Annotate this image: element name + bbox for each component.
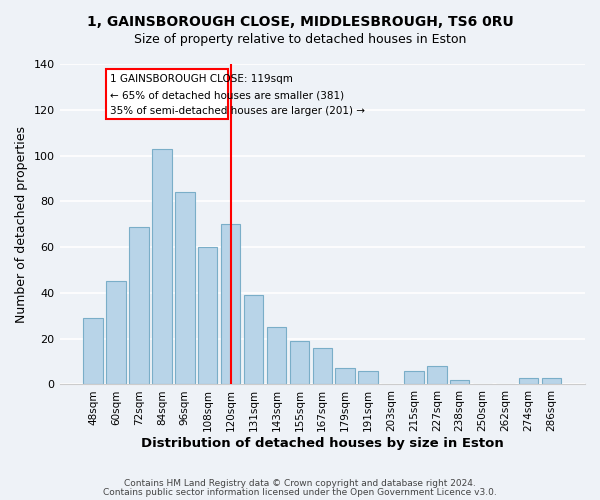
Bar [221,224,241,384]
Text: Size of property relative to detached houses in Eston: Size of property relative to detached ho… [134,32,466,46]
Bar [404,370,424,384]
Text: 1 GAINSBOROUGH CLOSE: 119sqm: 1 GAINSBOROUGH CLOSE: 119sqm [110,74,293,85]
Y-axis label: Number of detached properties: Number of detached properties [15,126,28,322]
Bar [427,366,446,384]
Bar [290,341,309,384]
Bar [450,380,469,384]
X-axis label: Distribution of detached houses by size in Eston: Distribution of detached houses by size … [141,437,503,450]
Bar [198,247,217,384]
Bar [106,68,229,119]
Text: 35% of semi-detached houses are larger (201) →: 35% of semi-detached houses are larger (… [110,106,365,117]
Bar [152,148,172,384]
Bar [519,378,538,384]
Bar [267,327,286,384]
Text: Contains HM Land Registry data © Crown copyright and database right 2024.: Contains HM Land Registry data © Crown c… [124,478,476,488]
Text: 1, GAINSBOROUGH CLOSE, MIDDLESBROUGH, TS6 0RU: 1, GAINSBOROUGH CLOSE, MIDDLESBROUGH, TS… [86,15,514,29]
Bar [129,226,149,384]
Bar [175,192,194,384]
Bar [313,348,332,385]
Bar [335,368,355,384]
Bar [542,378,561,384]
Text: ← 65% of detached houses are smaller (381): ← 65% of detached houses are smaller (38… [110,90,344,101]
Text: Contains public sector information licensed under the Open Government Licence v3: Contains public sector information licen… [103,488,497,497]
Bar [83,318,103,384]
Bar [358,370,378,384]
Bar [106,282,126,385]
Bar [244,295,263,384]
